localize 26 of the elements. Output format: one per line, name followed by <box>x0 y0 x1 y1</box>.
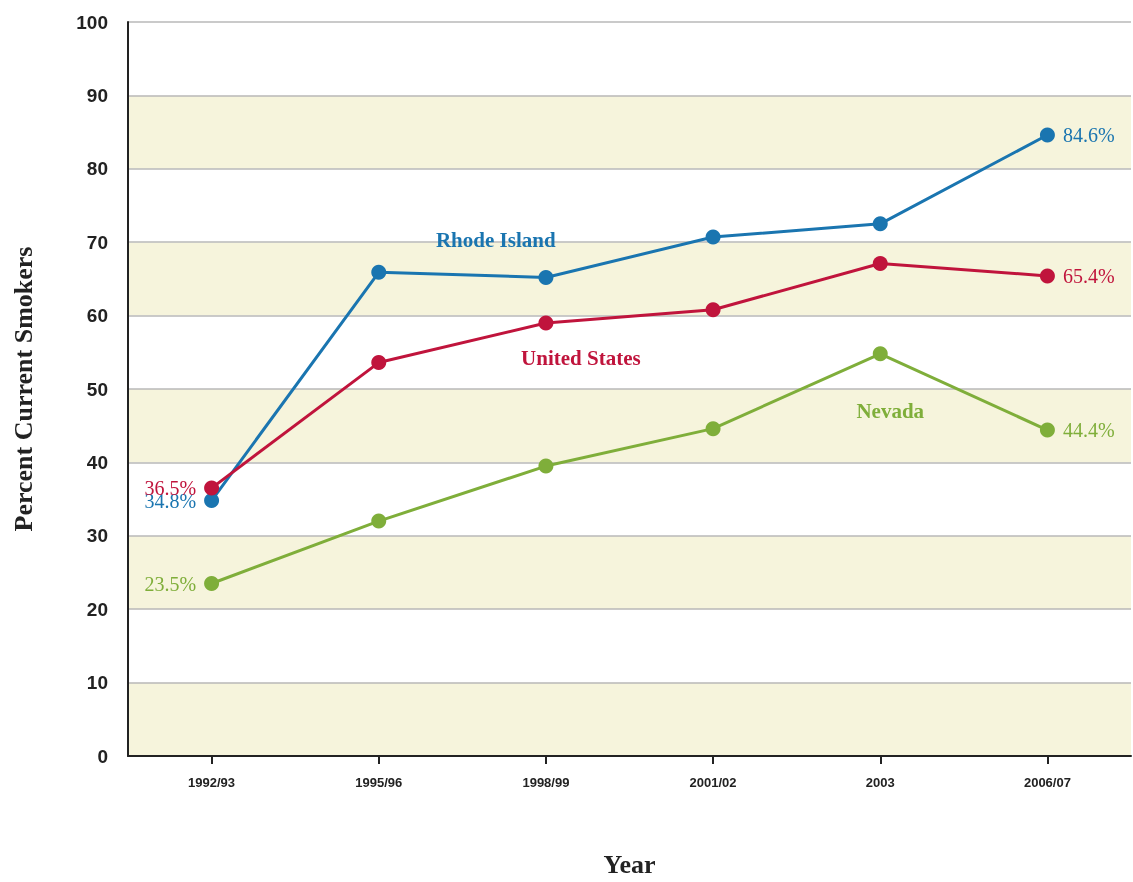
x-axis-title: Year <box>603 849 656 879</box>
x-tick-label: 1995/96 <box>355 775 403 790</box>
y-axis-title: Percent Current Smokers <box>8 246 38 532</box>
y-tick-label: 10 <box>86 672 108 694</box>
series-label: Nevada <box>856 398 925 423</box>
x-tick-label: 2006/07 <box>1023 775 1071 790</box>
y-tick-label: 80 <box>86 158 108 180</box>
series-label: United States <box>521 345 641 370</box>
y-tick-label: 0 <box>97 745 108 767</box>
y-tick-label: 100 <box>76 11 108 33</box>
x-tick-label: 1998/99 <box>522 775 570 790</box>
x-tick-label: 1992/93 <box>188 775 236 790</box>
y-tick-label: 90 <box>86 84 108 106</box>
data-label: 44.4% <box>1062 419 1115 442</box>
x-tick-label: 2003 <box>865 775 895 790</box>
data-label: 65.4% <box>1062 264 1115 287</box>
series-label: Rhode Island <box>435 228 556 253</box>
y-tick-label: 60 <box>86 305 108 327</box>
data-label: 23.5% <box>144 572 197 595</box>
x-tick-label: 2001/02 <box>689 775 737 790</box>
y-tick-label: 40 <box>86 451 108 473</box>
y-tick-label: 30 <box>86 525 108 547</box>
y-tick-label: 50 <box>86 378 108 400</box>
y-tick-label: 20 <box>86 598 108 620</box>
data-label: 84.6% <box>1062 124 1115 147</box>
y-tick-label: 70 <box>86 231 108 253</box>
